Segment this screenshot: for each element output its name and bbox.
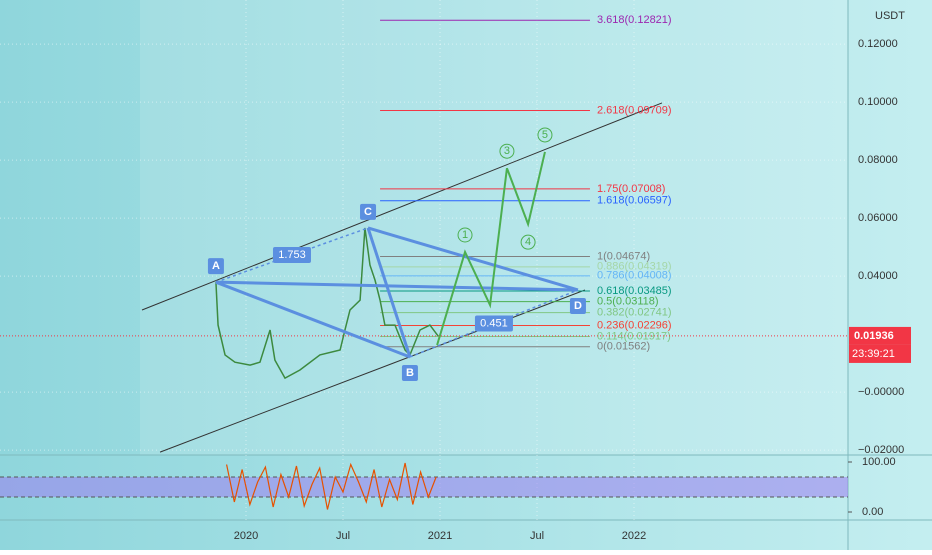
x-tick-label: 2021: [428, 530, 452, 542]
rsi-tick-label: 100.00: [862, 456, 896, 468]
y-tick-label: −0.02000: [858, 444, 904, 456]
y-tick-label: 0.06000: [858, 212, 898, 224]
ratio-badge: [474, 315, 513, 332]
fib-label: 0.618(0.03485): [597, 285, 672, 297]
fib-label: 0.886(0.04319): [597, 261, 672, 273]
ratio-label: 1.753: [278, 249, 306, 261]
countdown-label: 23:39:21: [852, 348, 895, 360]
rsi-tick-label: 0.00: [862, 506, 883, 518]
point-label: D: [574, 300, 582, 312]
fib-label: 1.75(0.07008): [597, 183, 666, 195]
panel: [140, 0, 848, 455]
fib-label: 1.618(0.06597): [597, 195, 672, 207]
fib-label: 3.618(0.12821): [597, 14, 672, 26]
wave-line: [436, 151, 546, 346]
wave-circle: [537, 127, 553, 143]
wave-label: 1: [462, 229, 468, 241]
channel-line: [159, 289, 586, 453]
ratio-badge: [272, 247, 311, 264]
y-tick-label: 0.12000: [858, 38, 898, 50]
y-tick-label: 0.10000: [858, 96, 898, 108]
wave-label: 3: [504, 145, 510, 157]
y-tick-label: 0.08000: [858, 154, 898, 166]
pattern-leg: [215, 280, 411, 359]
channel-line: [141, 102, 663, 311]
fib-label: 2.618(0.09709): [597, 104, 672, 116]
point-badge: [401, 364, 418, 381]
point-label: C: [364, 206, 372, 218]
ratio-label: 0.451: [480, 317, 508, 329]
rsi-line: [226, 462, 437, 510]
y-tick-label: −0.00000: [858, 386, 904, 398]
point-badge: [207, 258, 224, 275]
pattern-leg: [367, 226, 579, 292]
fib-label: 1(0.04674): [597, 250, 650, 262]
wave-label: 5: [542, 129, 548, 141]
fib-label: 0.236(0.02296): [597, 319, 672, 331]
price-line: [215, 227, 439, 380]
countdown-badge: [849, 344, 911, 363]
x-tick-label: Jul: [530, 530, 544, 542]
point-badge: [569, 297, 586, 314]
fib-label: 0(0.01562): [597, 341, 650, 353]
x-tick-label: 2022: [622, 530, 646, 542]
point-badge: [360, 203, 377, 220]
x-tick-label: 2020: [234, 530, 258, 542]
fib-label: 0.382(0.02741): [597, 306, 672, 318]
currency-label: USDT: [875, 10, 905, 22]
point-label: B: [406, 367, 414, 379]
fib-label: 0.5(0.03118): [597, 296, 659, 308]
y-tick-label: 0.04000: [858, 270, 898, 282]
wave-circle: [520, 234, 536, 250]
x-tick-label: Jul: [336, 530, 350, 542]
point-label: A: [212, 260, 220, 272]
rsi-band: [0, 477, 848, 497]
wave-circle: [457, 227, 473, 243]
wave-circle: [499, 143, 515, 159]
fib-label: 0.786(0.04008): [597, 270, 672, 282]
pattern-leg: [215, 280, 578, 292]
price-badge-label: 0.01936: [854, 330, 894, 342]
wave-label: 4: [525, 236, 531, 248]
pattern-leg: [366, 227, 412, 358]
price-badge: [849, 326, 911, 345]
